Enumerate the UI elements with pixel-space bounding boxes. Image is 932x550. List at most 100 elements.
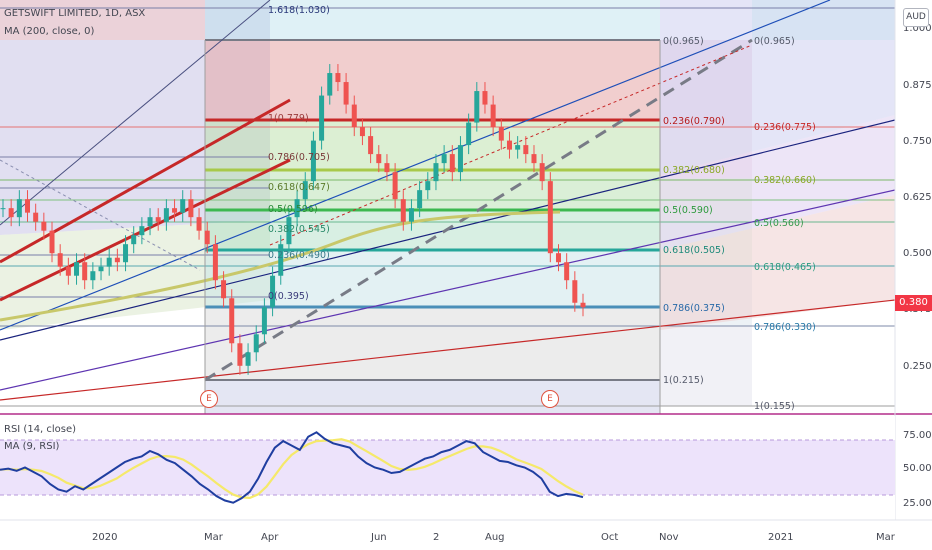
last-price-badge: 0.380 [895,295,932,311]
candle-body [41,221,47,231]
candle-body [474,91,480,123]
fib-level-label: 0.5(0.590) [663,205,713,216]
candle-body [400,199,406,222]
fib-level-label: 0.618(0.647) [268,182,330,193]
price-tick-label: 0.625 [903,192,932,203]
candle-body [237,343,243,366]
currency-badge[interactable]: AUD [903,8,929,27]
candle-body [82,262,88,281]
candle-body [57,253,63,267]
ma-legend[interactable]: MA (200, close, 0) [4,26,95,37]
rsi-axis-labels: 75.00 50.00 25.00 [903,430,932,509]
fib-level-label: 0.236(0.790) [663,116,725,127]
candle-body [368,136,374,155]
candle-body [245,352,251,366]
rsi-legend[interactable]: RSI (14, close) [4,424,77,435]
candlestick-series [0,64,586,375]
candle-body [172,208,178,213]
candle-body [515,145,521,150]
candle-body [270,275,276,308]
fib-level-label: 0.236(0.490) [268,250,330,261]
candle-body [8,208,14,218]
candle-body [523,145,529,155]
candle-body [221,280,227,299]
candle-body [457,145,463,173]
fib-level-label: 0.382(0.545) [268,224,330,235]
time-tick-label: Mar [204,532,224,543]
candle-body [547,181,553,254]
candle-body [33,212,39,222]
time-axis-labels: 2020 Mar Apr Jun 2 Aug Oct Nov 2021 Mar [92,532,896,543]
price-scale[interactable] [895,0,932,414]
candle-body [327,73,333,96]
earnings-marker[interactable]: E [200,390,218,408]
candle-body [139,226,145,236]
rsi-tick-label: 50.00 [903,463,932,474]
candle-body [376,154,382,164]
rsi-tick-label: 25.00 [903,498,932,509]
time-tick-label: Aug [485,532,505,543]
fib-level-label: 0.382(0.660) [754,175,816,186]
earnings-marker[interactable]: E [541,390,559,408]
candle-body [74,262,80,276]
price-tick-label: 0.500 [903,248,932,259]
candle-body [155,217,161,222]
time-tick-label: 2021 [768,532,793,543]
price-tick-label: 1.000 [903,23,932,34]
candle-body [163,208,169,222]
candle-body [90,271,96,281]
candle-body [319,95,325,141]
candle-body [114,257,120,263]
fib-level-label: 0.618(0.465) [754,262,816,273]
candle-body [564,262,570,281]
candle-body [131,235,137,245]
fib-level-label: 0.786(0.330) [754,322,816,333]
time-tick-label: Jun [370,532,387,543]
rsi-pane [0,416,895,520]
time-tick-label: Nov [659,532,679,543]
rsi-ma-legend[interactable]: MA (9, RSI) [4,441,60,452]
time-scale[interactable] [0,520,932,550]
candle-body [106,257,112,267]
price-tick-label: 0.750 [903,136,932,147]
fib-level-label: 1.618(1.030) [268,5,330,16]
time-tick-label: 2 [433,532,439,543]
candle-body [580,302,586,308]
candle-body [0,208,6,210]
fib-level-label: 0(0.965) [663,36,704,47]
candle-body [180,199,186,213]
candle-body [212,244,218,281]
fib-level-label: 0(0.965) [754,36,795,47]
candle-body [482,91,488,105]
symbol-title[interactable]: GETSWIFT LIMITED, 1D, ASX [4,8,146,19]
candle-body [286,217,292,245]
candle-body [531,154,537,164]
candle-body [49,230,55,254]
fib-level-label: 0.786(0.375) [663,303,725,314]
candle-body [147,217,153,227]
candle-body [16,199,22,218]
time-tick-label: Oct [601,532,618,543]
candle-body [539,163,545,182]
candle-body [572,280,578,303]
time-tick-label: Mar [876,532,896,543]
candle-body [335,73,341,83]
candle-body [188,199,194,218]
fib-level-label: 0.618(0.505) [663,245,725,256]
candle-body [351,104,357,128]
candle-body [123,244,129,263]
candle-body [359,127,365,137]
candle-body [417,190,423,209]
candle-body [294,199,300,218]
rsi-tick-label: 75.00 [903,430,932,441]
rsi-line [0,431,584,504]
candle-body [466,122,472,146]
candle-body [302,181,308,200]
fib-level-label: 1(0.155) [754,401,795,412]
candle-body [278,244,284,276]
candle-body [310,140,316,182]
fib-level-label: 0.5(0.560) [754,218,804,229]
candle-body [253,334,259,353]
candle-body [65,266,71,276]
